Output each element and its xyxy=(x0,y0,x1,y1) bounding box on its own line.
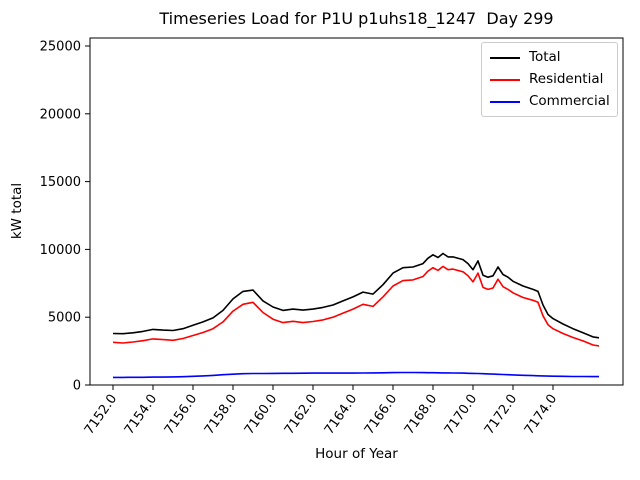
legend-item-residential: Residential xyxy=(490,71,609,88)
series-line-residential xyxy=(112,265,600,347)
legend-label-total: Total xyxy=(529,49,561,65)
x-tick-label: 7172.0 xyxy=(482,392,520,438)
legend-item-commercial: Commercial xyxy=(490,93,610,110)
y-tick-label: 0 xyxy=(73,379,81,394)
legend-label-residential: Residential xyxy=(529,71,604,87)
series-line-commercial xyxy=(113,371,599,379)
y-tick-label: 5000 xyxy=(48,311,81,326)
x-tick-label: 7158.0 xyxy=(202,392,240,438)
x-tick-label: 7174.0 xyxy=(522,392,560,438)
legend-line-total-icon xyxy=(490,56,520,59)
x-tick-label: 7162.0 xyxy=(282,392,320,438)
x-axis-label: Hour of Year xyxy=(315,446,398,462)
y-tick-label: 15000 xyxy=(40,175,81,190)
chart-title: Timeseries Load for P1U p1uhs18_1247 Day… xyxy=(159,9,554,28)
legend-line-commercial-icon xyxy=(490,100,520,103)
legend: Total Residential Commercial xyxy=(481,42,618,117)
y-tick-label: 10000 xyxy=(40,243,81,258)
x-tick-label: 7164.0 xyxy=(322,392,360,438)
series-line-total xyxy=(112,252,600,339)
x-tick-label: 7160.0 xyxy=(242,392,280,438)
x-tick-label: 7154.0 xyxy=(122,392,160,438)
axes-spines xyxy=(89,37,624,386)
x-tick-label: 7152.0 xyxy=(82,392,120,438)
legend-line-residential-icon xyxy=(490,78,520,81)
x-tick-label: 7168.0 xyxy=(402,392,440,438)
x-tick-label: 7156.0 xyxy=(162,392,200,438)
x-tick-label: 7166.0 xyxy=(362,392,400,438)
x-tick-label: 7170.0 xyxy=(442,392,480,438)
y-tick-label: 20000 xyxy=(40,107,81,122)
legend-item-total: Total xyxy=(490,49,609,66)
y-tick-label: 25000 xyxy=(40,40,81,55)
legend-label-commercial: Commercial xyxy=(529,93,610,109)
